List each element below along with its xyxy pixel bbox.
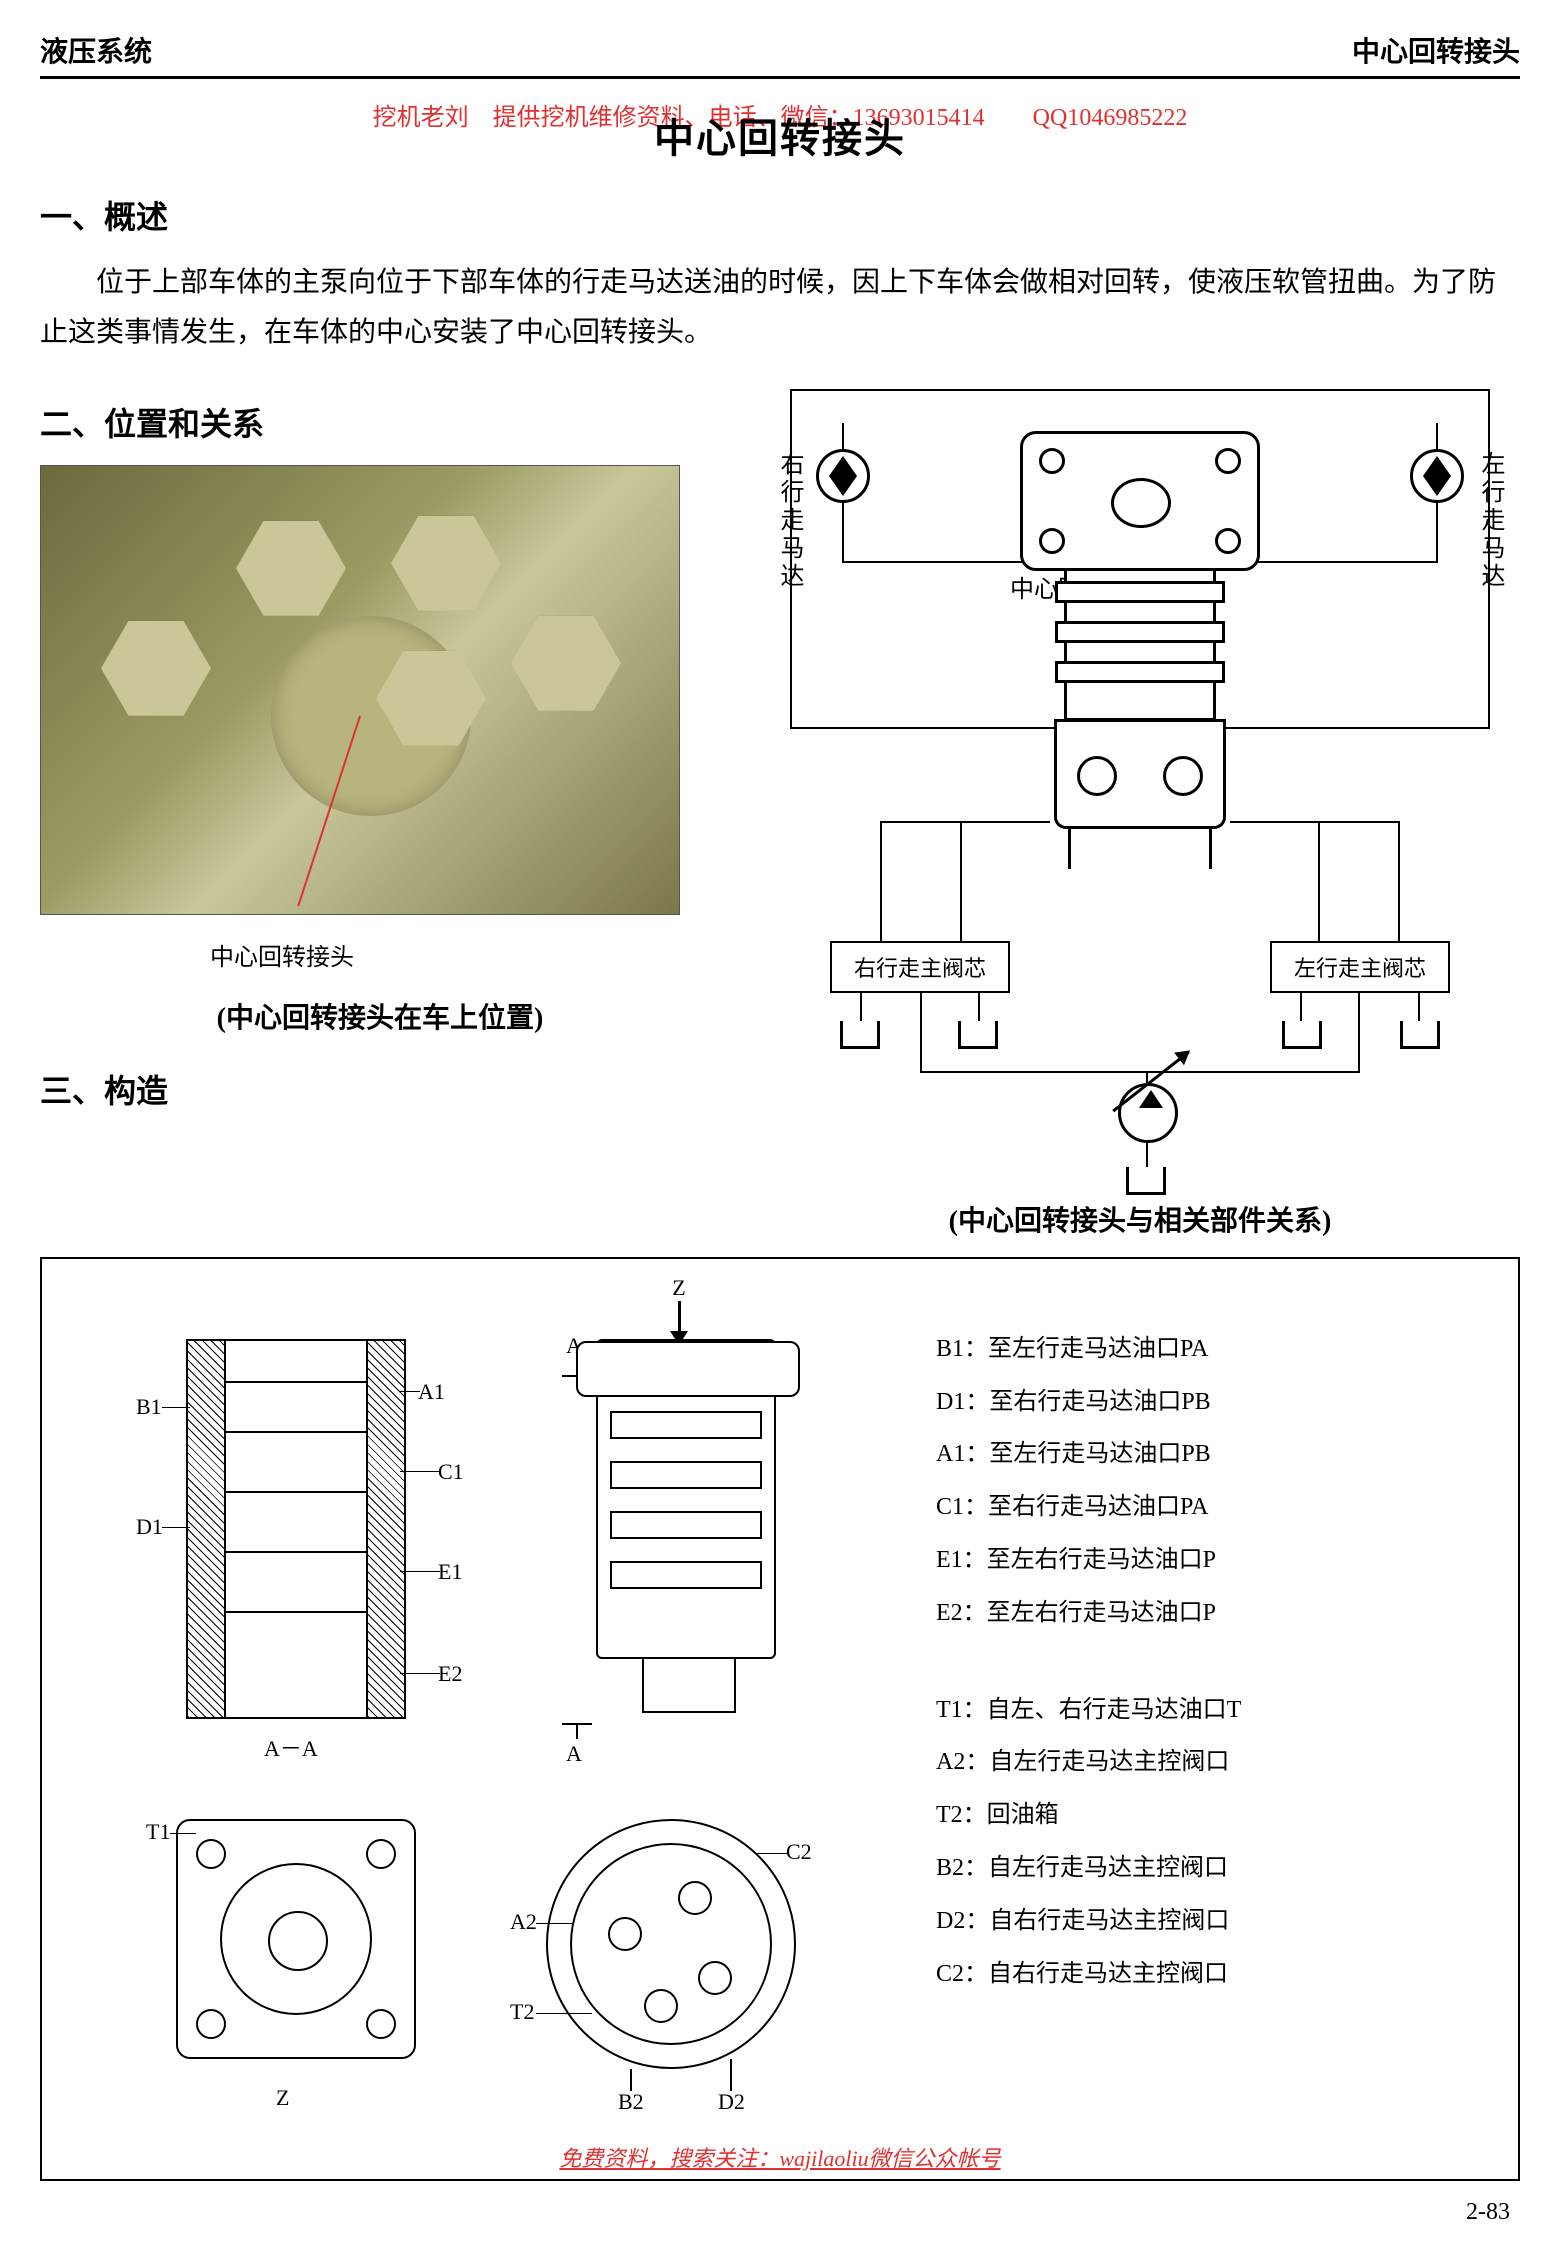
lbl-t2: T2 [510,1999,534,2025]
page-title: 中心回转接头 [40,106,1520,164]
lbl-d1: D1 [136,1514,163,1540]
schematic-diagram: 右行走马达 左行走马达 中心回转接头 [760,371,1520,1191]
legend-item: C1：至右行走马达油口PA [936,1481,1494,1534]
legend-item: A2：自左行走马达主控阀口 [936,1736,1494,1789]
section1-heading: 一、概述 [40,192,1520,238]
left-motor-symbol [1410,449,1464,503]
section1-para: 位于上部车体的主泵向位于下部车体的行走马达送油的时候，因上下车体会做相对回转，使… [40,258,1520,359]
lbl-c2: C2 [786,1839,812,1865]
page-header: 液压系统 中心回转接头 [40,30,1520,79]
legend-item: B1：至左行走马达油口PA [936,1323,1494,1376]
photo-label: 中心回转接头 [210,937,720,972]
header-left: 液压系统 [40,30,152,70]
section2-heading: 二、位置和关系 [40,399,720,445]
a-bot: A [566,1741,582,1767]
lbl-a2: A2 [510,1909,537,1935]
aa-label: A－A [264,1731,318,1763]
legend-item: B2：自左行走马达主控阀口 [936,1842,1494,1895]
legend-item: E1：至左右行走马达油口P [936,1534,1494,1587]
lbl-c1: C1 [438,1459,464,1485]
structure-figure: Z A B1 D1 A1 C1 E1 E2 A－A [40,1257,1520,2181]
legend-list: B1：至左行走马达油口PA D1：至右行走马达油口PB A1：至左行走马达油口P… [936,1279,1494,2139]
lbl-t1: T1 [146,1819,170,1845]
lbl-e2: E2 [438,1661,462,1687]
schematic-caption: (中心回转接头与相关部件关系) [760,1199,1520,1239]
legend-item: C2：自右行走马达主控阀口 [936,1948,1494,2001]
rotary-joint-icon [1020,431,1260,891]
legend-item: D2：自右行走马达主控阀口 [936,1895,1494,1948]
legend-item: E2：至左右行走马达油口P [936,1587,1494,1640]
right-valve-label: 右行走主阀芯 [854,951,986,983]
left-valve-label: 左行走主阀芯 [1294,951,1426,983]
z-arrow-top: Z [670,1275,688,1345]
right-motor-symbol [816,449,870,503]
photo-caption: (中心回转接头在车上位置) [40,996,720,1036]
section3-heading: 三、构造 [40,1066,720,1112]
legend-item: T2：回油箱 [936,1789,1494,1842]
photo-placeholder [40,465,680,915]
right-motor-label: 右行走马达 [772,451,807,591]
watermark-bottom: 免费资料，搜索关注：wajilaoliu微信公众帐号 [42,2141,1518,2173]
right-valve-box: 右行走主阀芯 [830,941,1010,993]
legend-item: D1：至右行走马达油口PB [936,1376,1494,1429]
lbl-d2: D2 [718,2089,745,2115]
page-number: 2-83 [40,2199,1520,2226]
legend-item: T1：自左、右行走马达油口T [936,1684,1494,1737]
pump-symbol [1118,1083,1178,1143]
lbl-b1: B1 [136,1394,162,1420]
legend-item: A1：至左行走马达油口PB [936,1428,1494,1481]
left-motor-label: 左行走马达 [1473,451,1508,591]
lbl-b2: B2 [618,2089,644,2115]
lbl-e1: E1 [438,1559,462,1585]
left-valve-box: 左行走主阀芯 [1270,941,1450,993]
z-label-top: Z [670,1275,688,1301]
lbl-a1: A1 [418,1379,445,1405]
header-right: 中心回转接头 [1352,30,1520,70]
z-bottom: Z [276,2085,289,2111]
